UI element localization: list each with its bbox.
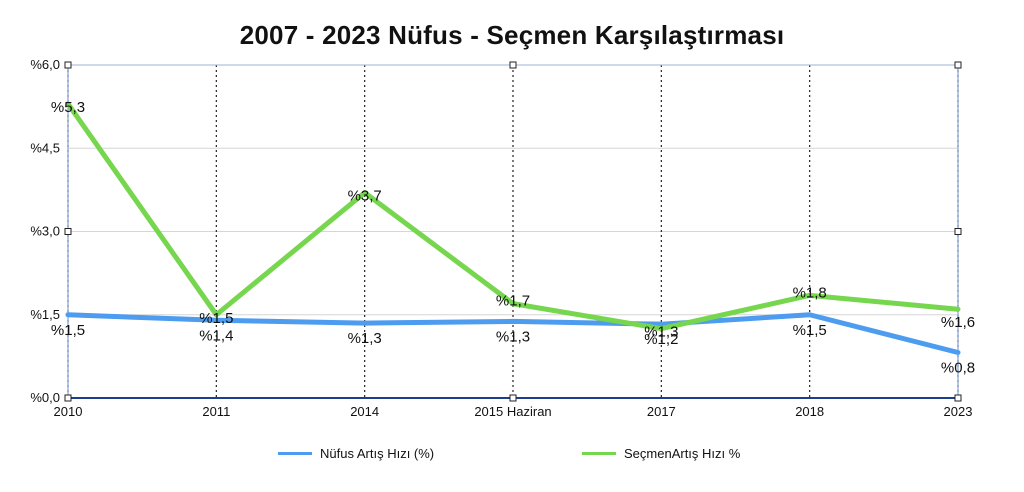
data-label: %3,7 [348, 188, 382, 205]
series [65, 101, 961, 355]
chart-title: 2007 - 2023 Nüfus - Seçmen Karşılaştırma… [239, 20, 785, 50]
selection-handle [64, 228, 72, 235]
legend-swatch-population [278, 452, 312, 455]
x-tick-label: 2014 [350, 404, 379, 419]
data-label: %5,3 [51, 99, 85, 116]
selection-handle [64, 61, 72, 69]
series-line-0 [65, 312, 961, 355]
x-tick-label: 2015 Haziran [474, 404, 551, 419]
data-label: %1,3 [496, 328, 530, 345]
selection-handle [64, 394, 72, 402]
series-line-1 [65, 101, 961, 332]
data-label: %1,7 [496, 293, 530, 310]
legend: Nüfus Artış Hızı (%) SeçmenArtış Hızı % [0, 446, 1024, 466]
legend-swatch-voter [582, 452, 616, 455]
axes: %0,0 %1,5 %3,0 %4,5 %6,0 2010 2011 2014 2015 Haz… [30, 57, 972, 419]
legend-label-population: Nüfus Artış Hızı (%) [320, 446, 435, 461]
data-label: %1,5 [199, 310, 233, 327]
selection-handle [954, 61, 962, 69]
data-label: %1,5 [51, 322, 85, 339]
x-tick-label: 2010 [54, 404, 83, 419]
data-labels: %1,5 %1,4 %1,3 %1,3 %1,2%1,5%0,8%5,3%1,5%3,7… [51, 99, 975, 377]
data-label: %0,8 [941, 359, 975, 376]
legend-item-population: Nüfus Artış Hızı (%) [278, 446, 434, 461]
selection-handle [509, 61, 517, 69]
legend-item-voter: SeçmenArtış Hızı % [582, 446, 740, 461]
y-tick-label: %6,0 [30, 57, 60, 72]
selection-handle [509, 394, 517, 402]
data-label: %1,3 [644, 324, 678, 341]
x-tick-label: 2023 [944, 404, 973, 419]
x-tick-label: 2017 [647, 404, 676, 419]
y-tick-label: %1,5 [30, 307, 60, 322]
legend-label-voter: SeçmenArtış Hızı % [624, 446, 741, 461]
y-tick-label: %3,0 [30, 224, 60, 239]
data-label: %1,8 [793, 284, 827, 301]
data-label: %1,5 [793, 322, 827, 339]
data-label: %1,6 [941, 314, 975, 331]
x-tick-label: 2018 [795, 404, 824, 419]
selection-handle [954, 394, 962, 402]
y-tick-label: %4,5 [30, 140, 60, 155]
grid [67, 64, 959, 398]
y-tick-label: %0,0 [30, 390, 60, 405]
data-label: %1,2 [644, 331, 678, 348]
data-label: %1,4 [199, 327, 233, 344]
x-tick-label: 2011 [202, 404, 230, 419]
selection-handle [954, 228, 962, 235]
data-label: %1,3 [348, 330, 382, 347]
